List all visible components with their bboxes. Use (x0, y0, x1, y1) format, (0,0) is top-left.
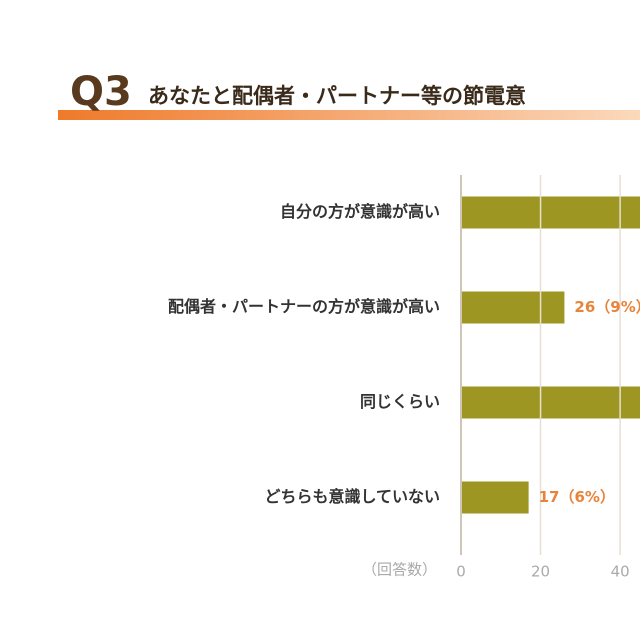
x-tick-label: 0 (456, 563, 466, 581)
x-tick-label: 20 (531, 563, 550, 581)
title-underline (58, 110, 640, 120)
value-label: 17（6%） (539, 488, 615, 506)
category-label: どちらも意識していない (264, 487, 440, 506)
bar (461, 196, 640, 229)
question-number: Q3 (70, 69, 132, 115)
category-label: 同じくらい (360, 392, 440, 411)
category-label: 配偶者・パートナーの方が意識が高い (168, 297, 440, 316)
bar (461, 291, 565, 324)
bar (461, 481, 529, 514)
bar (461, 386, 640, 419)
chart-title: あなたと配偶者・パートナー等の節電意 (148, 84, 526, 108)
x-tick-label: 40 (611, 563, 630, 581)
plot-area (461, 196, 640, 514)
value-label: 26（9%） (574, 298, 640, 316)
category-label: 自分の方が意識が高い (280, 202, 440, 221)
x-axis-label: （回答数） (362, 561, 437, 579)
